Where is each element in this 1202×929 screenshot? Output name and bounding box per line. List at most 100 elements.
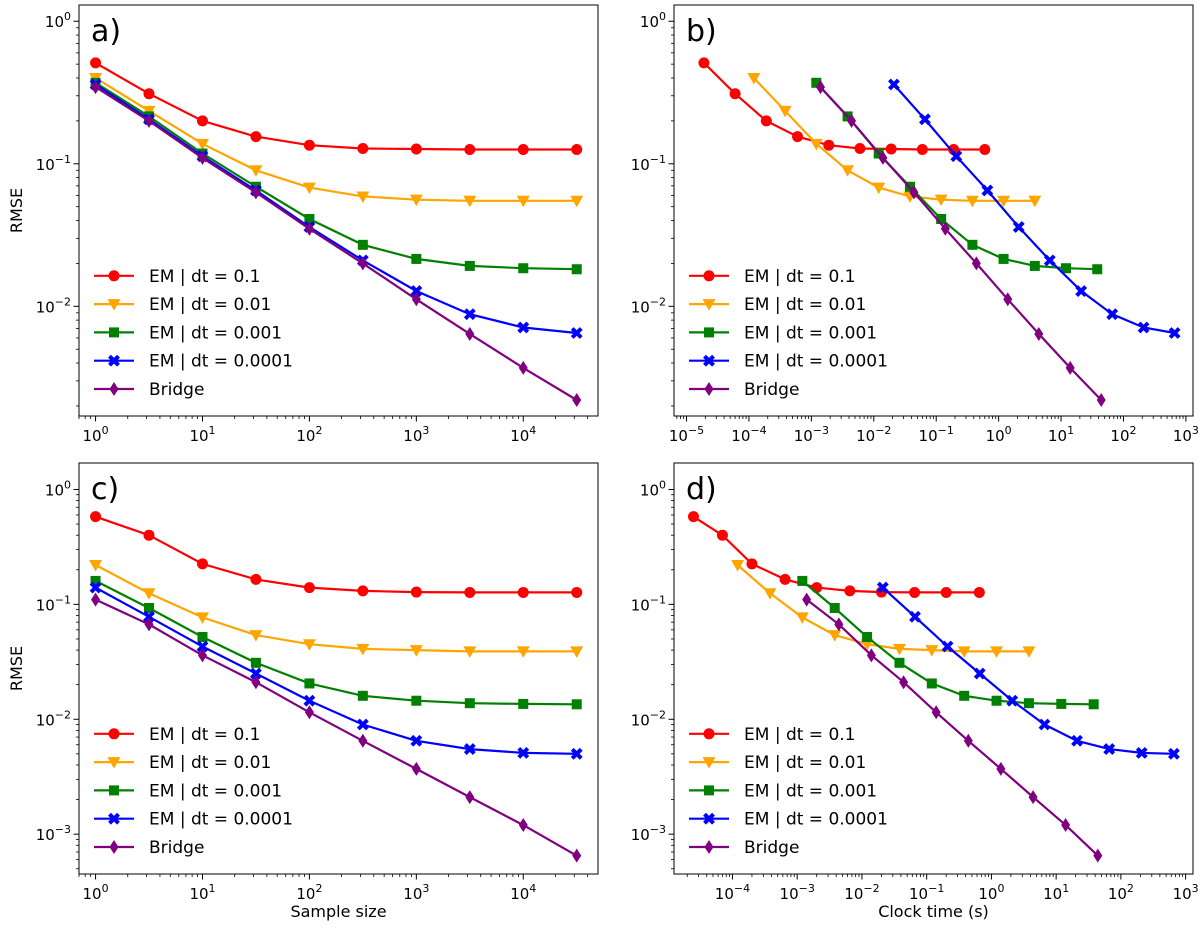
data-point: [687, 511, 699, 523]
data-point: [926, 678, 937, 689]
data-point: [973, 667, 986, 680]
data-point: [811, 77, 822, 88]
series-line: [736, 564, 1029, 653]
data-point: [517, 586, 529, 598]
legend-marker: [702, 757, 716, 769]
panel-label: c): [91, 472, 119, 507]
data-point: [411, 761, 421, 776]
plot-frame: [78, 4, 599, 417]
data-point: [464, 586, 476, 598]
y-axis-label: RMSE: [7, 188, 26, 233]
data-point: [90, 511, 102, 523]
data-point: [866, 648, 876, 663]
data-point: [250, 667, 262, 680]
data-point: [1006, 694, 1019, 707]
legend-label: EM | dt = 0.0001: [744, 810, 888, 830]
data-point: [1034, 326, 1044, 341]
data-point: [143, 529, 155, 541]
data-point: [518, 698, 529, 709]
data-point: [909, 586, 921, 598]
data-point: [998, 253, 1009, 264]
data-point: [899, 675, 909, 690]
x-tick-label: 10−1: [909, 882, 944, 903]
data-point: [1028, 195, 1042, 208]
series-line: [801, 580, 1094, 706]
data-point: [931, 705, 941, 720]
y-tick-label: 10−2: [631, 295, 666, 316]
data-point: [570, 195, 584, 208]
series-group: [687, 511, 1180, 863]
data-point: [1103, 743, 1116, 756]
data-point: [809, 138, 823, 151]
y-tick-label: 100: [640, 10, 666, 31]
legend-label: EM | dt = 0.0001: [149, 810, 293, 830]
data-point: [463, 743, 476, 756]
data-point: [934, 194, 948, 207]
y-tick-label: 10−1: [631, 153, 666, 174]
x-tick-label: 102: [1110, 424, 1136, 445]
data-point: [1003, 292, 1013, 307]
data-point: [887, 78, 900, 91]
x-tick-label: 103: [1173, 882, 1199, 903]
legend-label: EM | dt = 0.01: [744, 295, 866, 315]
data-point: [1056, 698, 1067, 709]
data-point: [409, 194, 423, 207]
y-tick-label: 100: [640, 478, 666, 499]
data-point: [1071, 734, 1083, 747]
series-line: [95, 598, 578, 857]
data-point: [1029, 260, 1040, 271]
data-point: [90, 575, 101, 586]
legend-marker: [703, 728, 715, 740]
data-point: [463, 195, 477, 208]
series-line: [95, 515, 577, 594]
data-point: [847, 113, 857, 128]
data-point: [195, 612, 209, 624]
data-point: [876, 581, 889, 594]
data-point: [196, 640, 209, 653]
data-point: [1075, 285, 1088, 297]
data-point: [778, 105, 792, 118]
data-point: [516, 195, 530, 208]
legend-marker: [109, 785, 119, 796]
legend: EM | dt = 0.1 EM | dt = 0.01 EM | dt = 0.0…: [94, 725, 293, 858]
data-point: [195, 138, 209, 151]
data-point: [571, 264, 582, 275]
series-line: [94, 83, 577, 335]
data-point: [1060, 263, 1071, 274]
plot-frame: [673, 462, 1194, 875]
legend-marker: [109, 327, 119, 338]
legend-label: Bridge: [149, 838, 204, 858]
data-point: [516, 646, 530, 658]
panel-label: d): [686, 472, 717, 507]
data-point: [973, 586, 985, 598]
series-line: [819, 86, 1102, 401]
legend-label: EM | dt = 0.001: [744, 323, 877, 343]
series-line: [753, 77, 1035, 202]
x-axis-label: Sample size: [290, 902, 386, 921]
data-point: [571, 699, 582, 710]
legend-label: Bridge: [744, 380, 799, 400]
data-point: [91, 80, 101, 95]
plot-frame: [78, 462, 599, 875]
data-point: [763, 588, 777, 600]
data-point: [1106, 308, 1119, 321]
series-line: [893, 83, 1175, 335]
x-tick-label: 100: [83, 424, 109, 445]
data-point: [463, 646, 477, 658]
series-group: [89, 511, 584, 863]
data-point: [356, 643, 370, 656]
data-point: [792, 131, 804, 143]
data-point: [410, 285, 423, 297]
series-line: [95, 81, 577, 271]
axes-ticks: 100 101 102 103 104 100 10−1 10−2 10−3: [36, 478, 589, 903]
data-point: [570, 327, 583, 339]
data-point: [358, 256, 368, 271]
legend-label: EM | dt = 0.01: [149, 295, 271, 315]
y-tick-label: 100: [45, 10, 71, 31]
data-point: [410, 586, 422, 598]
data-point: [570, 646, 584, 658]
panel-b: 10−5 10−4 10−3 10−2 10−1 100 101 102 103 100 10−1 1…: [631, 4, 1199, 445]
data-point: [143, 88, 155, 100]
data-point: [251, 675, 261, 690]
data-point: [795, 612, 809, 624]
